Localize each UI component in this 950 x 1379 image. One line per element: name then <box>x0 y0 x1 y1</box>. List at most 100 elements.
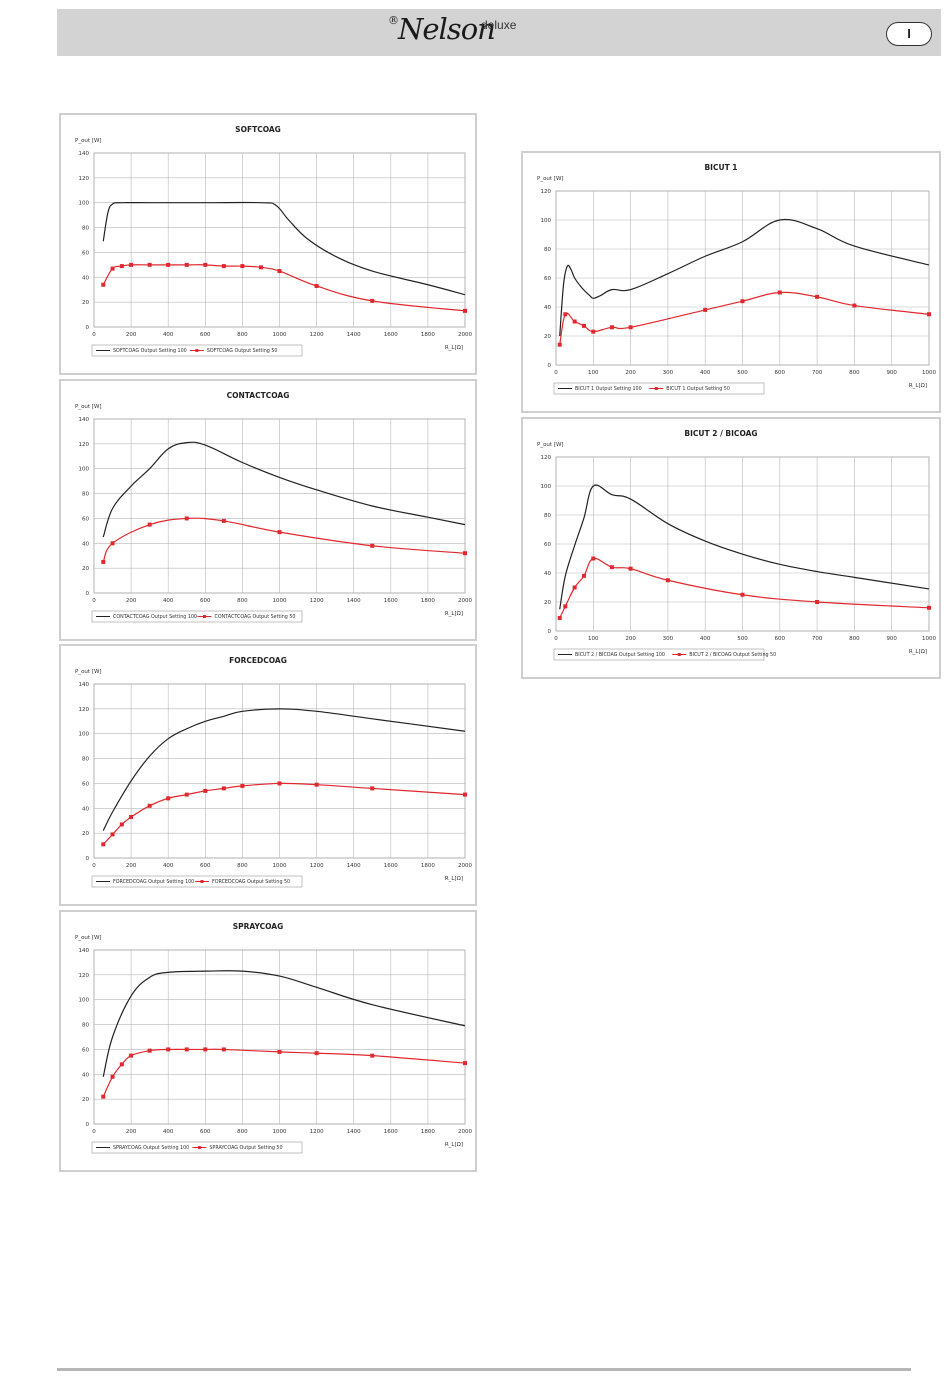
data-point <box>184 792 189 797</box>
y-tick-label: 60 <box>82 781 89 787</box>
chart-title: BICUT 2 / BICOAG <box>684 429 757 438</box>
x-tick-label: 1800 <box>421 332 435 338</box>
chart-title: FORCEDCOAG <box>229 656 287 665</box>
data-point <box>184 1047 189 1052</box>
data-point <box>463 792 467 797</box>
x-tick-label: 1200 <box>310 1129 324 1135</box>
legend-entry-1: SPRAYCOAG Output Setting 100 <box>113 1145 189 1151</box>
x-axis-label: R_L[Ω] <box>445 345 463 351</box>
data-point <box>101 559 106 564</box>
y-tick-label: 20 <box>82 300 89 306</box>
x-tick-label: 100 <box>588 370 599 376</box>
x-tick-label: 200 <box>126 1129 137 1135</box>
data-point <box>147 522 152 527</box>
data-point <box>166 262 171 267</box>
x-tick-label: 1800 <box>421 1129 435 1135</box>
data-point <box>581 573 586 578</box>
footer-rule <box>57 1368 911 1371</box>
x-tick-label: 0 <box>554 636 558 642</box>
data-point <box>314 782 319 787</box>
y-tick-label: 80 <box>544 247 551 253</box>
y-tick-label: 120 <box>541 455 552 461</box>
x-tick-label: 600 <box>200 332 211 338</box>
x-tick-label: 400 <box>163 332 174 338</box>
y-tick-label: 60 <box>82 516 89 522</box>
y-tick-label: 0 <box>548 629 552 635</box>
data-point <box>927 605 931 610</box>
legend-entry-2: FORCEDCOAG Output Setting 50 <box>212 879 290 885</box>
x-tick-label: 600 <box>775 370 786 376</box>
y-axis-label: P_out [W] <box>75 404 102 410</box>
y-tick-label: 40 <box>82 806 89 812</box>
chart-softcoag: SOFTCOAG P_out [W] 0 20 40 60 80 100 120 140 0 200 4… <box>59 113 477 375</box>
data-point <box>665 578 670 583</box>
page-header <box>57 9 941 56</box>
y-tick-label: 40 <box>544 305 551 311</box>
x-tick-label: 1400 <box>347 863 361 869</box>
series-line-1 <box>102 441 466 538</box>
y-tick-label: 40 <box>82 275 89 281</box>
data-point <box>110 266 115 271</box>
legend-entry-1: FORCEDCOAG Output Setting 100 <box>113 879 194 885</box>
x-tick-label: 1000 <box>273 598 287 604</box>
x-tick-label: 1000 <box>273 1129 287 1135</box>
x-tick-label: 800 <box>237 863 248 869</box>
y-tick-label: 120 <box>79 973 90 979</box>
data-point <box>119 1062 124 1067</box>
y-tick-label: 140 <box>79 417 90 423</box>
x-tick-label: 1000 <box>273 332 287 338</box>
legend-entry-1: BICUT 1 Output Setting 100 <box>575 386 642 392</box>
data-point <box>203 262 208 267</box>
x-tick-label: 2000 <box>458 1129 472 1135</box>
legend <box>91 610 303 623</box>
data-point <box>314 1051 319 1056</box>
data-point <box>314 283 319 288</box>
data-point <box>815 600 820 604</box>
x-tick-label: 800 <box>237 598 248 604</box>
language-badge: I <box>886 22 932 46</box>
legend-marker <box>654 387 658 390</box>
y-tick-label: 20 <box>82 831 89 837</box>
x-tick-label: 600 <box>200 598 211 604</box>
y-axis-label: P_out [W] <box>537 442 564 448</box>
y-tick-label: 60 <box>544 276 551 282</box>
legend-marker <box>197 1146 201 1149</box>
x-axis-label: R_L[Ω] <box>909 383 927 389</box>
data-point <box>277 530 282 535</box>
data-point <box>101 1094 106 1099</box>
y-tick-label: 140 <box>79 682 90 688</box>
x-tick-label: 100 <box>588 636 599 642</box>
x-tick-label: 1400 <box>347 598 361 604</box>
x-tick-label: 2000 <box>458 332 472 338</box>
x-tick-label: 1600 <box>384 1129 398 1135</box>
data-point <box>166 1047 171 1052</box>
x-tick-label: 700 <box>812 370 823 376</box>
x-tick-label: 800 <box>849 370 860 376</box>
x-tick-label: 900 <box>886 636 897 642</box>
x-tick-label: 1400 <box>347 332 361 338</box>
x-tick-label: 0 <box>92 1129 96 1135</box>
y-tick-label: 40 <box>82 541 89 547</box>
chart-bicut1: BICUT 1 P_out [W] 0 20 40 60 80 100 120 0 100 200 30… <box>521 151 941 413</box>
data-point <box>370 1053 375 1058</box>
series-line-1 <box>559 218 930 337</box>
data-point <box>703 307 708 312</box>
data-point <box>463 551 467 556</box>
series-line-1 <box>102 201 466 296</box>
data-point <box>221 264 226 269</box>
data-point <box>110 541 115 546</box>
y-tick-label: 20 <box>544 334 551 340</box>
data-point <box>119 822 124 827</box>
data-point <box>147 1048 152 1053</box>
data-point <box>852 303 857 308</box>
x-tick-label: 200 <box>126 863 137 869</box>
legend-entry-2: CONTACTCOAG Output Setting 50 <box>215 614 296 620</box>
y-tick-label: 0 <box>86 591 90 597</box>
legend-entry-1: CONTACTCOAG Output Setting 100 <box>113 614 197 620</box>
data-point <box>277 1049 282 1054</box>
x-tick-label: 1200 <box>310 598 324 604</box>
x-tick-label: 1200 <box>310 863 324 869</box>
data-point <box>129 814 134 819</box>
legend-entry-2: BICUT 1 Output Setting 50 <box>666 386 730 392</box>
